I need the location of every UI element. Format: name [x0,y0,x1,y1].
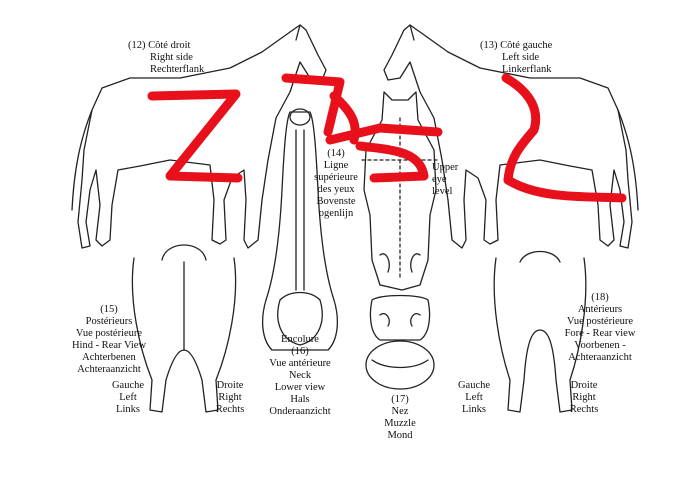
eye-level-label-line: Ligne [323,160,349,171]
front-view-label: (18) Antérieurs Vue postérieure Fore - R… [552,292,648,364]
muzzle-label: (17) Nez Muzzle Mond [374,394,426,442]
scribble-z-3 [501,73,627,203]
eye-level-label-line: (14) [327,148,345,159]
eye-level-label-line: ogenlijn [318,208,354,219]
neck-lower-view-label-line: Lower view [274,382,326,393]
right-side-label-line: (12) Côté droit [128,40,191,51]
front-left-label: Gauche Left Links [452,380,496,416]
neck-lower-view-label-line: Neck [288,370,312,381]
front-view-label-line: (18) [591,292,609,303]
upper-eye-level-label-line: level [432,186,453,197]
eye-level-label-line: des yeux [317,184,355,195]
neck-lower-view-label-line: Onderaanzicht [269,406,331,417]
front-view-label-line: Antérieurs [577,304,623,315]
neck-lower-view-label-line: (16) [291,346,309,357]
muzzle-label-line: Mond [387,430,413,441]
neck-lower-view-drawing [261,108,339,351]
rear-view-label-line: Achterbenen [82,352,136,363]
left-side-label-line: Left side [502,52,540,63]
front-left-label-line: Gauche [457,380,491,391]
upper-eye-level-label-line: Upper [432,162,459,173]
neck-lower-view-label: Encolure (16) Vue antérieure Neck Lower … [256,334,344,418]
neck-lower-view-label-line: Hals [290,394,310,405]
eye-level-label-line: supérieure [314,172,358,183]
scribble-z-1 [147,89,243,183]
front-view-label-line: Vue postérieure [566,316,634,327]
rear-view-drawing [131,244,237,413]
front-view-drawing [493,250,587,413]
front-left-label-line: Links [462,404,486,415]
rear-right-label-line: Right [218,392,242,403]
muzzle-drawing [365,294,435,390]
left-side-label-line: (13) Côté gauche [480,40,553,51]
front-view-label-line: Voorbenen - [574,340,626,351]
rear-view-label: (15) Postérieurs Vue postérieure Hind - … [62,304,156,376]
right-side-label-line: Right side [150,52,193,63]
front-right-label-line: Right [572,392,596,403]
rear-right-label: Droite Right Rechts [206,380,254,416]
right-side-horse-drawing [71,24,327,249]
left-side-label-line: Linkerflank [502,64,552,75]
scribble-z-2 [281,73,443,183]
right-side-label: (12) Côté droit Right side Rechterflank [128,40,204,76]
scribble-text: z z z [0,493,2,494]
neck-lower-view-label-line: Vue antérieure [269,358,331,369]
left-side-label: (13) Côté gauche Left side Linkerflank [480,40,552,76]
upper-eye-level-label-line: eye [432,174,447,185]
front-view-label-line: Fore - Rear view [564,328,636,339]
muzzle-label-line: Nez [391,406,409,417]
front-right-label-line: Droite [570,380,598,391]
rear-view-label-line: Achteraanzicht [77,364,141,375]
eye-level-label-line: Bovenste [316,196,356,207]
red-scribble-annotations [147,73,627,203]
front-right-label-line: Rechts [569,404,599,415]
front-left-label-line: Left [465,392,483,403]
rear-view-label-line: Postérieurs [85,316,133,327]
rear-view-label-line: Hind - Rear View [71,340,147,351]
upper-eye-level-label: Upper eye level [432,162,458,198]
eye-level-label: (14) Ligne supérieure des yeux Bovenste … [306,148,366,220]
right-side-label-line: Rechterflank [150,64,205,75]
rear-left-label-line: Left [119,392,137,403]
front-view-label-line: Achteraanzicht [568,352,632,363]
rear-right-label-line: Droite [216,380,244,391]
rear-view-label-line: Vue postérieure [75,328,143,339]
rear-left-label-line: Links [116,404,140,415]
left-side-horse-drawing [383,24,639,249]
muzzle-label-line: Muzzle [384,418,416,429]
rear-view-label-line: (15) [100,304,118,315]
front-right-label: Droite Right Rechts [560,380,608,416]
muzzle-label-line: (17) [391,394,409,405]
rear-left-label: Gauche Left Links [106,380,150,416]
rear-left-label-line: Gauche [111,380,145,391]
neck-lower-view-label-line: Encolure [281,334,319,345]
rear-right-label-line: Rechts [215,404,245,415]
front-head-drawing [361,91,441,291]
